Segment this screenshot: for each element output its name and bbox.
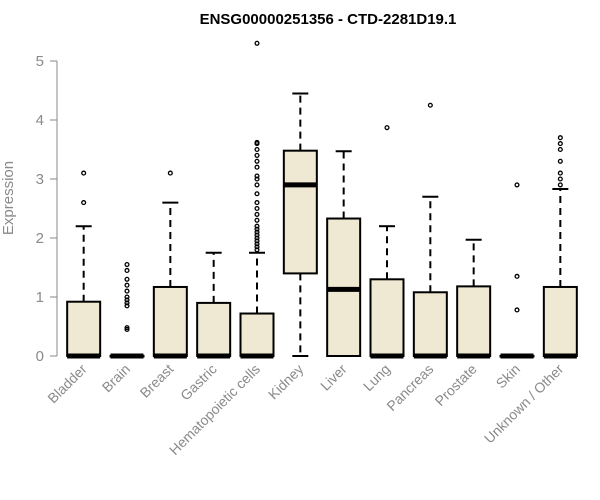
outlier-point — [254, 229, 260, 235]
outlier-point — [557, 135, 563, 141]
outlier-point — [81, 200, 87, 206]
outlier-point — [557, 158, 563, 164]
outlier-point — [124, 267, 130, 274]
outlier-point — [254, 211, 260, 217]
outlier-point — [254, 146, 260, 153]
box-group — [499, 182, 535, 359]
box-group — [239, 40, 275, 359]
outlier-point — [254, 173, 260, 179]
box-group — [412, 102, 448, 359]
y-tick-label: 2 — [36, 230, 44, 247]
outlier-point — [254, 191, 260, 197]
box-group — [542, 135, 578, 359]
outlier-point — [254, 158, 260, 164]
y-axis-label: Expression — [0, 161, 17, 235]
y-tick-label: 1 — [36, 289, 44, 306]
y-tick-label: 5 — [36, 53, 44, 70]
box-group — [109, 261, 145, 359]
box-group — [196, 251, 232, 359]
box-group — [152, 170, 188, 359]
outlier-point — [254, 164, 260, 170]
outlier-point — [427, 102, 433, 108]
outlier-point — [254, 238, 260, 244]
outlier-point — [514, 307, 520, 313]
outlier-point — [254, 205, 260, 212]
x-tick-label: Pancreas — [383, 361, 436, 414]
outlier-point — [254, 217, 260, 223]
x-tick-label: Breast — [137, 361, 177, 401]
outlier-point — [124, 282, 130, 288]
y-axis: 0 1 2 3 4 5 — [36, 53, 58, 365]
outlier-point — [514, 273, 520, 279]
box-iqr — [152, 285, 188, 357]
outlier-point — [124, 326, 130, 333]
outlier-point — [124, 300, 130, 306]
box-iqr — [456, 285, 492, 358]
box-group — [282, 92, 318, 357]
outlier-point — [254, 241, 260, 247]
outlier-point — [254, 182, 260, 188]
outlier-point — [254, 40, 260, 46]
outlier-point — [557, 176, 563, 182]
y-tick-label: 3 — [36, 171, 44, 188]
outlier-point — [557, 146, 563, 153]
box-iqr — [369, 278, 405, 357]
x-tick-label: Brain — [99, 361, 133, 395]
outlier-point — [81, 170, 87, 176]
outlier-point — [254, 152, 260, 158]
box-iqr — [412, 291, 448, 357]
outlier-point — [254, 200, 260, 206]
outlier-point — [124, 261, 130, 268]
outlier-point — [124, 294, 130, 300]
y-tick-label: 0 — [36, 348, 44, 365]
outlier-point — [124, 325, 130, 331]
box-group — [66, 170, 102, 359]
x-tick-label: Skin — [493, 361, 524, 392]
x-tick-label: Kidney — [265, 361, 307, 403]
box-iqr — [542, 285, 578, 357]
outlier-point — [254, 223, 260, 229]
box-group — [326, 150, 362, 357]
outlier-point — [557, 182, 563, 188]
outlier-point — [557, 141, 563, 147]
x-tick-label: Liver — [317, 361, 350, 394]
outlier-point — [254, 226, 260, 232]
x-tick-label: Bladder — [44, 361, 90, 407]
x-tick-label: Gastric — [177, 361, 220, 404]
outlier-point — [384, 125, 390, 131]
outlier-point — [124, 297, 130, 303]
box-group — [369, 125, 405, 359]
outlier-point — [254, 176, 260, 182]
outlier-point — [254, 247, 260, 253]
outlier-point — [557, 170, 563, 176]
outlier-point — [124, 303, 130, 309]
outlier-point — [124, 288, 130, 294]
outlier-point — [167, 170, 173, 176]
outlier-point — [514, 182, 520, 188]
outlier-point — [254, 235, 260, 241]
box-iqr — [239, 312, 275, 357]
box-iqr — [282, 149, 318, 275]
box-group — [456, 238, 492, 359]
outlier-point — [254, 232, 260, 238]
box-iqr — [66, 300, 102, 357]
x-tick-label: Unknown / Other — [481, 361, 567, 447]
outlier-point — [254, 244, 260, 250]
y-tick-label: 4 — [36, 112, 44, 129]
box-series — [66, 40, 578, 359]
x-tick-label: Prostate — [432, 361, 480, 409]
outlier-point — [124, 276, 130, 282]
outlier-point — [254, 139, 260, 145]
x-tick-label: Lung — [360, 361, 393, 394]
box-iqr — [196, 301, 232, 357]
chart-title: ENSG00000251356 - CTD-2281D19.1 — [200, 11, 457, 28]
